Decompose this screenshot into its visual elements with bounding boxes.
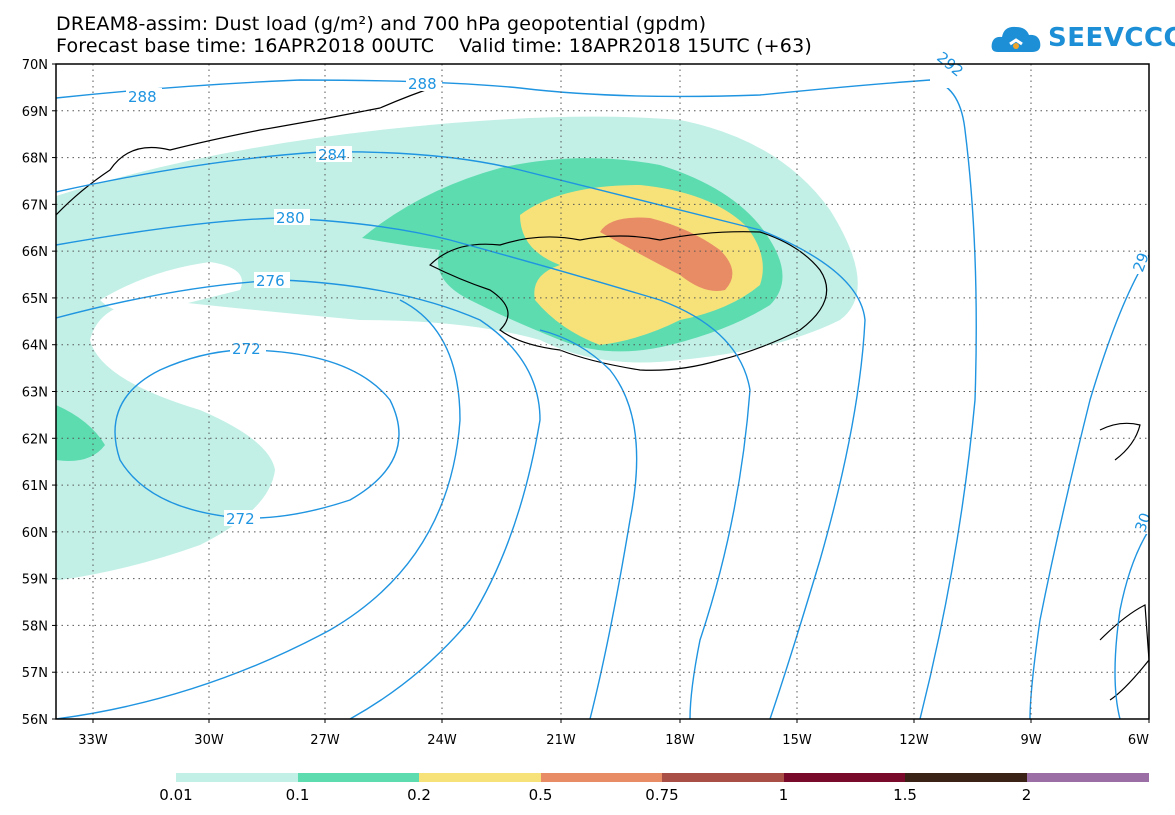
axis-ticks (52, 63, 1150, 723)
colorbar-segment (297, 773, 420, 782)
lat-label: 68N (22, 152, 48, 167)
contour-label: 280 (276, 209, 305, 227)
dust-area-high (520, 185, 763, 345)
lon-label: 30W (194, 733, 224, 748)
forecast-times: Forecast base time: 16APR2018 00UTC Vali… (56, 35, 812, 57)
graticule (56, 64, 1149, 719)
contour-label: 284 (318, 146, 347, 164)
map-title: DREAM8-assim: Dust load (g/m²) and 700 h… (56, 13, 707, 35)
contour-label: 288 (408, 75, 437, 93)
lat-label: 66N (22, 245, 48, 260)
contour-label: 272 (226, 510, 255, 528)
colorbar-segment (1026, 773, 1149, 782)
colorbar-segment (419, 773, 541, 782)
lon-label: 33W (78, 733, 108, 748)
colorbar-segment (662, 773, 784, 782)
cloud-logo-icon (991, 26, 1041, 52)
latitude-labels: 70N 69N 68N 67N 66N 65N 64N 63N 62N 61N 60N 59N 58N 5… (22, 58, 48, 728)
lat-label: 59N (22, 573, 48, 588)
colorbar-label: 0.01 (159, 786, 193, 804)
contour-label: 272 (232, 340, 261, 358)
colorbar-segment (783, 773, 906, 782)
colorbar-segment (540, 773, 663, 782)
lat-label: 57N (22, 666, 48, 681)
lon-label: 9W (1020, 733, 1041, 748)
lon-label: 18W (665, 733, 695, 748)
lat-label: 65N (22, 292, 48, 307)
lat-label: 64N (22, 339, 48, 354)
colorbar-label: 0.75 (645, 786, 679, 804)
lat-label: 60N (22, 526, 48, 541)
lat-label: 69N (22, 105, 48, 120)
contour-label: 288 (128, 88, 157, 106)
colorbar-segment (905, 773, 1027, 782)
colorbar-label: 0.1 (285, 786, 310, 804)
contour-label: 276 (256, 272, 285, 290)
lon-label: 12W (899, 733, 929, 748)
lon-label: 24W (427, 733, 457, 748)
contour-label: 29 (1129, 250, 1152, 274)
colorbar-label: 1.5 (893, 786, 917, 804)
lat-label: 58N (22, 619, 48, 634)
coastlines (56, 84, 1149, 701)
colorbar-label: 2 (1021, 786, 1032, 804)
lon-label: 15W (782, 733, 812, 748)
lat-label: 61N (22, 479, 48, 494)
lat-label: 56N (22, 713, 48, 728)
logo-text: SEEVCCC (1048, 23, 1175, 53)
lat-label: 62N (22, 432, 48, 447)
lat-label: 67N (22, 198, 48, 213)
lon-label: 6W (1128, 733, 1149, 748)
lon-label: 27W (310, 733, 340, 748)
lat-label: 63N (22, 386, 48, 401)
lat-label: 70N (22, 58, 48, 73)
colorbar-segment (176, 773, 298, 782)
geopotential-contours (56, 79, 1149, 719)
colorbar-label: 0.2 (407, 786, 431, 804)
colorbar-label: 0.5 (528, 786, 553, 804)
colorbar-label: 1 (778, 786, 789, 804)
lon-label: 21W (546, 733, 576, 748)
longitude-labels: 33W 30W 27W 24W 21W 18W 15W 12W 9W 6W (78, 733, 1149, 748)
